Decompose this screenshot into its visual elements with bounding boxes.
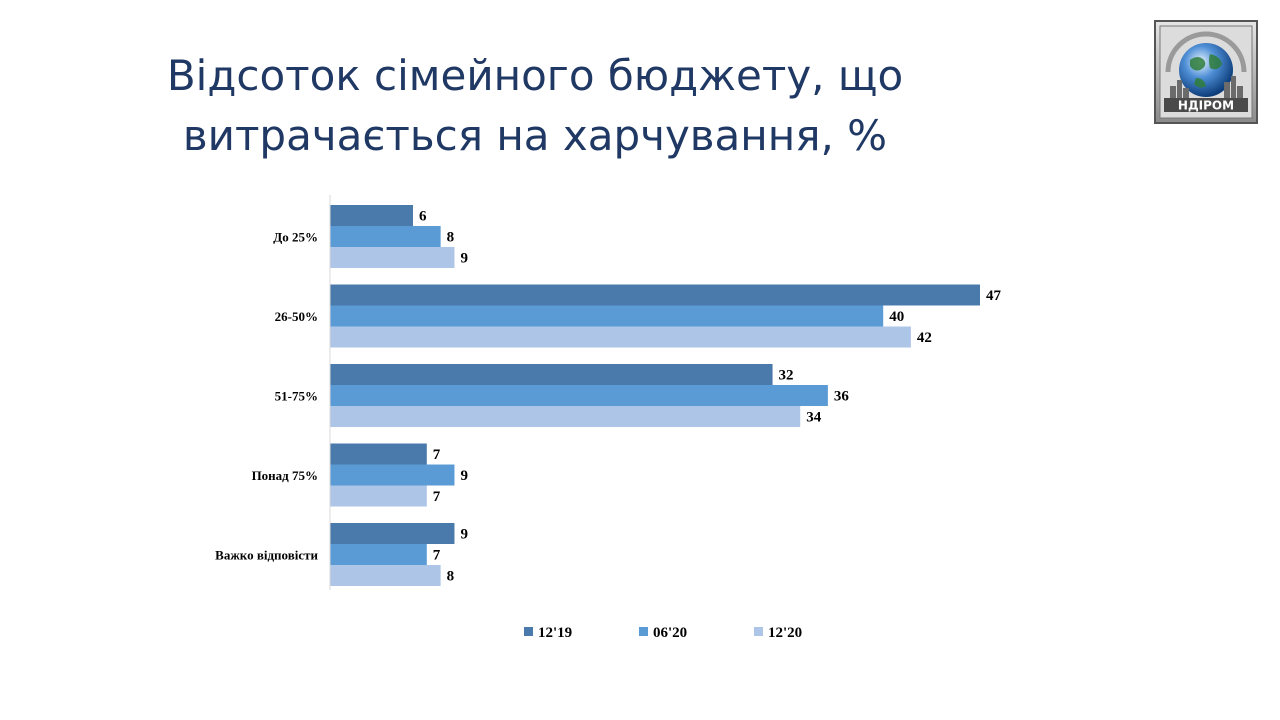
category-label: 26-50% bbox=[275, 309, 318, 324]
category-label: Важко відповісти bbox=[215, 548, 318, 563]
bar bbox=[330, 565, 441, 586]
value-label: 6 bbox=[419, 209, 427, 225]
ndirom-logo: НДІРОМ bbox=[1154, 20, 1258, 124]
category-labels: До 25% 26-50% 51-75% Понад 75% Важко відпові… bbox=[215, 230, 318, 563]
value-label: 42 bbox=[917, 330, 932, 346]
bar bbox=[330, 284, 981, 306]
bar bbox=[330, 485, 427, 507]
value-label: 36 bbox=[834, 389, 850, 405]
value-label: 9 bbox=[460, 527, 468, 543]
bar bbox=[330, 385, 828, 406]
title-line-2: витрачається на харчування, % bbox=[182, 111, 888, 160]
page-title: Відсоток сімейного бюджету, що витрачаєт… bbox=[150, 46, 920, 166]
logo-text: НДІРОМ bbox=[1178, 99, 1234, 113]
bar bbox=[330, 326, 911, 348]
value-label: 9 bbox=[460, 251, 468, 267]
bar bbox=[330, 406, 801, 427]
bar bbox=[330, 205, 413, 226]
bar bbox=[330, 226, 441, 247]
value-label: 34 bbox=[806, 410, 822, 426]
category-label: До 25% bbox=[273, 230, 318, 245]
category-label: 51-75% bbox=[275, 389, 318, 404]
bar bbox=[330, 523, 455, 544]
bar bbox=[330, 364, 773, 385]
value-label: 7 bbox=[433, 548, 441, 564]
bar bbox=[330, 305, 884, 327]
legend: 12'19 06'20 12'20 bbox=[524, 625, 802, 641]
value-label: 8 bbox=[447, 569, 455, 585]
value-label: 47 bbox=[986, 288, 1002, 304]
legend-label: 12'20 bbox=[768, 625, 802, 641]
bar bbox=[330, 443, 427, 465]
value-label: 9 bbox=[460, 468, 468, 484]
bar bbox=[330, 464, 455, 486]
legend-swatch bbox=[524, 627, 533, 636]
value-label: 8 bbox=[447, 230, 455, 246]
legend-label: 12'19 bbox=[538, 625, 572, 641]
bar bbox=[330, 544, 427, 565]
value-label: 40 bbox=[889, 309, 904, 325]
category-label: Понад 75% bbox=[252, 468, 318, 483]
bar bbox=[330, 247, 455, 268]
value-label: 7 bbox=[433, 447, 441, 463]
value-label: 7 bbox=[433, 489, 441, 505]
legend-swatch bbox=[639, 627, 648, 636]
title-line-1: Відсоток сімейного бюджету, що bbox=[166, 51, 904, 100]
legend-label: 06'20 bbox=[653, 625, 687, 641]
legend-swatch bbox=[754, 627, 763, 636]
bars bbox=[330, 205, 981, 586]
value-label: 32 bbox=[779, 368, 794, 384]
